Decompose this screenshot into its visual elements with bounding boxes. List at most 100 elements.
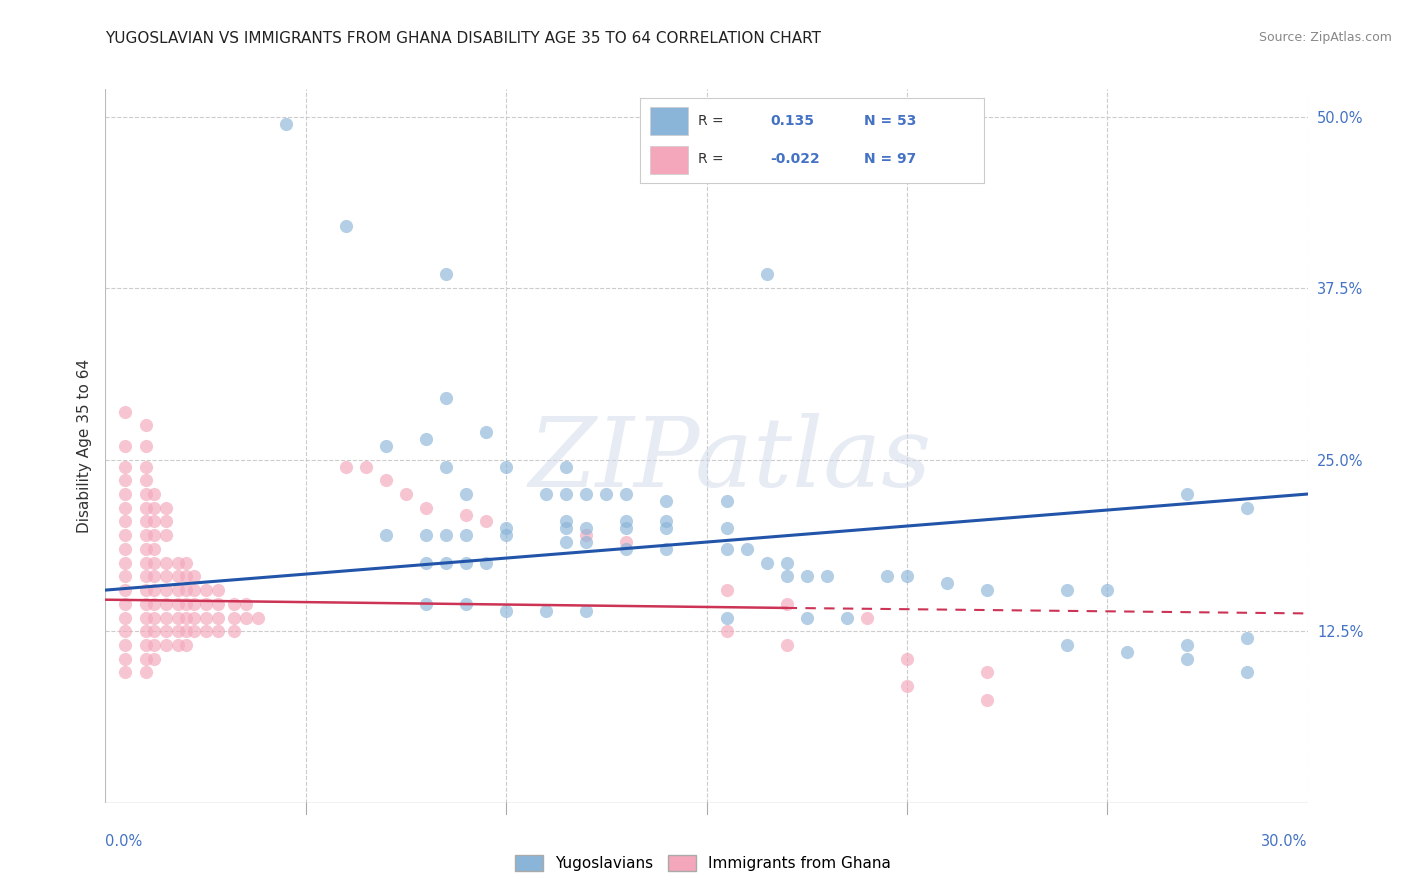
Point: [142, 651, 165, 665]
Point: [354, 459, 377, 474]
Point: [534, 487, 557, 501]
Point: [1177, 487, 1199, 501]
Point: [1116, 645, 1139, 659]
Point: [142, 487, 165, 501]
Text: -0.022: -0.022: [770, 153, 820, 166]
Point: [114, 597, 136, 611]
Legend: Yugoslavians, Immigrants from Ghana: Yugoslavians, Immigrants from Ghana: [509, 849, 897, 877]
Point: [114, 515, 136, 529]
Point: [374, 528, 398, 542]
Point: [114, 624, 136, 639]
Point: [876, 569, 898, 583]
Point: [475, 515, 498, 529]
Point: [434, 556, 457, 570]
Point: [166, 569, 188, 583]
Point: [976, 665, 998, 680]
Point: [555, 521, 578, 535]
Point: [207, 624, 229, 639]
Point: [142, 528, 165, 542]
Point: [415, 500, 437, 515]
Point: [1177, 651, 1199, 665]
Point: [155, 610, 177, 624]
Point: [222, 610, 245, 624]
Point: [335, 459, 357, 474]
Point: [815, 569, 838, 583]
Point: [796, 569, 818, 583]
Point: [555, 535, 578, 549]
Point: [135, 528, 157, 542]
Point: [114, 405, 136, 419]
Point: [454, 487, 477, 501]
Point: [776, 569, 799, 583]
Point: [575, 521, 598, 535]
Point: [135, 624, 157, 639]
Point: [1236, 631, 1258, 645]
Point: [114, 541, 136, 556]
Point: [534, 604, 557, 618]
Point: [114, 528, 136, 542]
Point: [796, 610, 818, 624]
Point: [166, 583, 188, 598]
Point: [555, 459, 578, 474]
Point: [246, 610, 269, 624]
Point: [475, 425, 498, 440]
Point: [155, 638, 177, 652]
Point: [194, 583, 217, 598]
Point: [1177, 638, 1199, 652]
Point: [655, 521, 678, 535]
Point: [174, 569, 197, 583]
Point: [155, 597, 177, 611]
Point: [434, 268, 457, 282]
Point: [135, 569, 157, 583]
Point: [114, 459, 136, 474]
Point: [114, 473, 136, 487]
Point: [174, 556, 197, 570]
Point: [114, 500, 136, 515]
Text: Source: ZipAtlas.com: Source: ZipAtlas.com: [1258, 31, 1392, 45]
Point: [135, 515, 157, 529]
Point: [222, 624, 245, 639]
Point: [142, 624, 165, 639]
Point: [135, 500, 157, 515]
Point: [135, 487, 157, 501]
Point: [135, 583, 157, 598]
Point: [183, 597, 205, 611]
Point: [716, 610, 738, 624]
Point: [135, 473, 157, 487]
Point: [415, 597, 437, 611]
Point: [735, 541, 758, 556]
Point: [716, 521, 738, 535]
Point: [454, 597, 477, 611]
Point: [142, 569, 165, 583]
Point: [114, 651, 136, 665]
Point: [415, 528, 437, 542]
Text: R =: R =: [699, 153, 724, 166]
Point: [135, 418, 157, 433]
Point: [135, 556, 157, 570]
Point: [142, 610, 165, 624]
Point: [776, 597, 799, 611]
Text: R =: R =: [699, 114, 724, 128]
Point: [595, 487, 617, 501]
Point: [183, 624, 205, 639]
Point: [166, 597, 188, 611]
Point: [114, 665, 136, 680]
Text: 0.0%: 0.0%: [105, 834, 142, 849]
Point: [194, 610, 217, 624]
Point: [194, 624, 217, 639]
Point: [575, 487, 598, 501]
Point: [155, 556, 177, 570]
Point: [174, 583, 197, 598]
Point: [495, 459, 517, 474]
Point: [655, 494, 678, 508]
Point: [194, 597, 217, 611]
Point: [155, 515, 177, 529]
Point: [936, 576, 959, 591]
Point: [135, 665, 157, 680]
Point: [716, 541, 738, 556]
Point: [114, 439, 136, 453]
Point: [166, 624, 188, 639]
Point: [142, 500, 165, 515]
Point: [855, 610, 877, 624]
Point: [1097, 583, 1119, 598]
